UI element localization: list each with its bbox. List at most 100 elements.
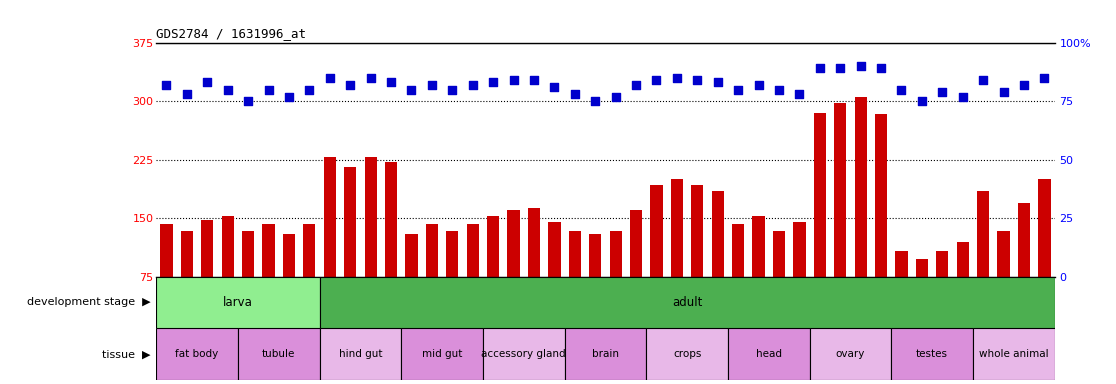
Point	[607, 93, 625, 99]
Point	[362, 75, 379, 81]
Point	[729, 86, 747, 93]
Bar	[508, 210, 520, 276]
Bar	[565, 328, 646, 380]
Bar	[238, 328, 319, 380]
Point	[504, 77, 522, 83]
Bar	[793, 222, 806, 276]
Point	[341, 82, 359, 88]
Point	[484, 79, 502, 86]
Bar	[589, 234, 602, 276]
Bar	[156, 328, 238, 380]
Point	[199, 79, 217, 86]
Point	[177, 91, 195, 97]
Point	[280, 93, 298, 99]
Point	[790, 91, 808, 97]
Bar	[161, 223, 173, 276]
Point	[770, 86, 788, 93]
Bar	[936, 251, 949, 276]
Point	[260, 86, 278, 93]
Point	[994, 89, 1012, 95]
Point	[872, 65, 889, 71]
Bar	[998, 232, 1010, 276]
Bar	[365, 157, 377, 276]
Bar	[1018, 202, 1030, 276]
Point	[689, 77, 706, 83]
Text: crops: crops	[673, 349, 701, 359]
Bar	[402, 328, 483, 380]
Bar	[875, 114, 887, 276]
Bar	[973, 328, 1055, 380]
Point	[852, 63, 869, 69]
Bar	[646, 328, 728, 380]
Bar	[629, 210, 642, 276]
Bar	[282, 234, 295, 276]
Text: fat body: fat body	[175, 349, 219, 359]
Point	[443, 86, 461, 93]
Text: larva: larva	[223, 296, 253, 309]
Point	[219, 86, 237, 93]
Point	[933, 89, 951, 95]
Text: hind gut: hind gut	[338, 349, 382, 359]
Bar	[405, 234, 417, 276]
Bar	[569, 232, 581, 276]
Text: testes: testes	[916, 349, 949, 359]
Point	[157, 82, 175, 88]
Text: accessory gland: accessory gland	[481, 349, 566, 359]
Point	[403, 86, 421, 93]
Point	[954, 93, 972, 99]
Bar	[181, 232, 193, 276]
Point	[525, 77, 542, 83]
Bar	[976, 191, 989, 276]
Point	[300, 86, 318, 93]
Point	[423, 82, 441, 88]
Bar	[916, 259, 929, 276]
Point	[974, 77, 992, 83]
Bar	[773, 232, 786, 276]
Bar	[814, 113, 826, 276]
Bar	[651, 185, 663, 276]
Bar	[895, 251, 907, 276]
Bar	[242, 232, 254, 276]
Text: tubule: tubule	[262, 349, 296, 359]
Text: head: head	[756, 349, 782, 359]
Point	[1016, 82, 1033, 88]
Point	[464, 82, 482, 88]
Bar	[262, 223, 275, 276]
Bar	[712, 191, 724, 276]
Bar	[892, 328, 973, 380]
Point	[811, 65, 829, 71]
Bar	[466, 223, 479, 276]
Bar	[548, 222, 560, 276]
Point	[239, 98, 257, 104]
Point	[668, 75, 686, 81]
Bar	[1038, 179, 1050, 276]
Text: adult: adult	[672, 296, 702, 309]
Text: GDS2784 / 1631996_at: GDS2784 / 1631996_at	[156, 27, 306, 40]
Point	[321, 75, 339, 81]
Bar	[324, 157, 336, 276]
Point	[893, 86, 911, 93]
Bar	[201, 220, 213, 276]
Point	[1036, 75, 1054, 81]
Point	[913, 98, 931, 104]
Bar	[728, 328, 809, 380]
Point	[546, 84, 564, 90]
Bar	[483, 328, 565, 380]
Point	[566, 91, 584, 97]
Bar	[319, 276, 1055, 328]
Bar	[809, 328, 892, 380]
Text: tissue  ▶: tissue ▶	[103, 349, 151, 359]
Text: whole animal: whole animal	[979, 349, 1049, 359]
Bar	[855, 97, 867, 276]
Bar	[319, 328, 402, 380]
Point	[831, 65, 849, 71]
Bar	[609, 232, 622, 276]
Bar	[222, 216, 234, 276]
Point	[750, 82, 768, 88]
Text: development stage  ▶: development stage ▶	[27, 298, 151, 308]
Bar	[834, 103, 846, 276]
Bar	[344, 167, 356, 276]
Text: brain: brain	[591, 349, 619, 359]
Bar	[732, 223, 744, 276]
Bar	[691, 185, 703, 276]
